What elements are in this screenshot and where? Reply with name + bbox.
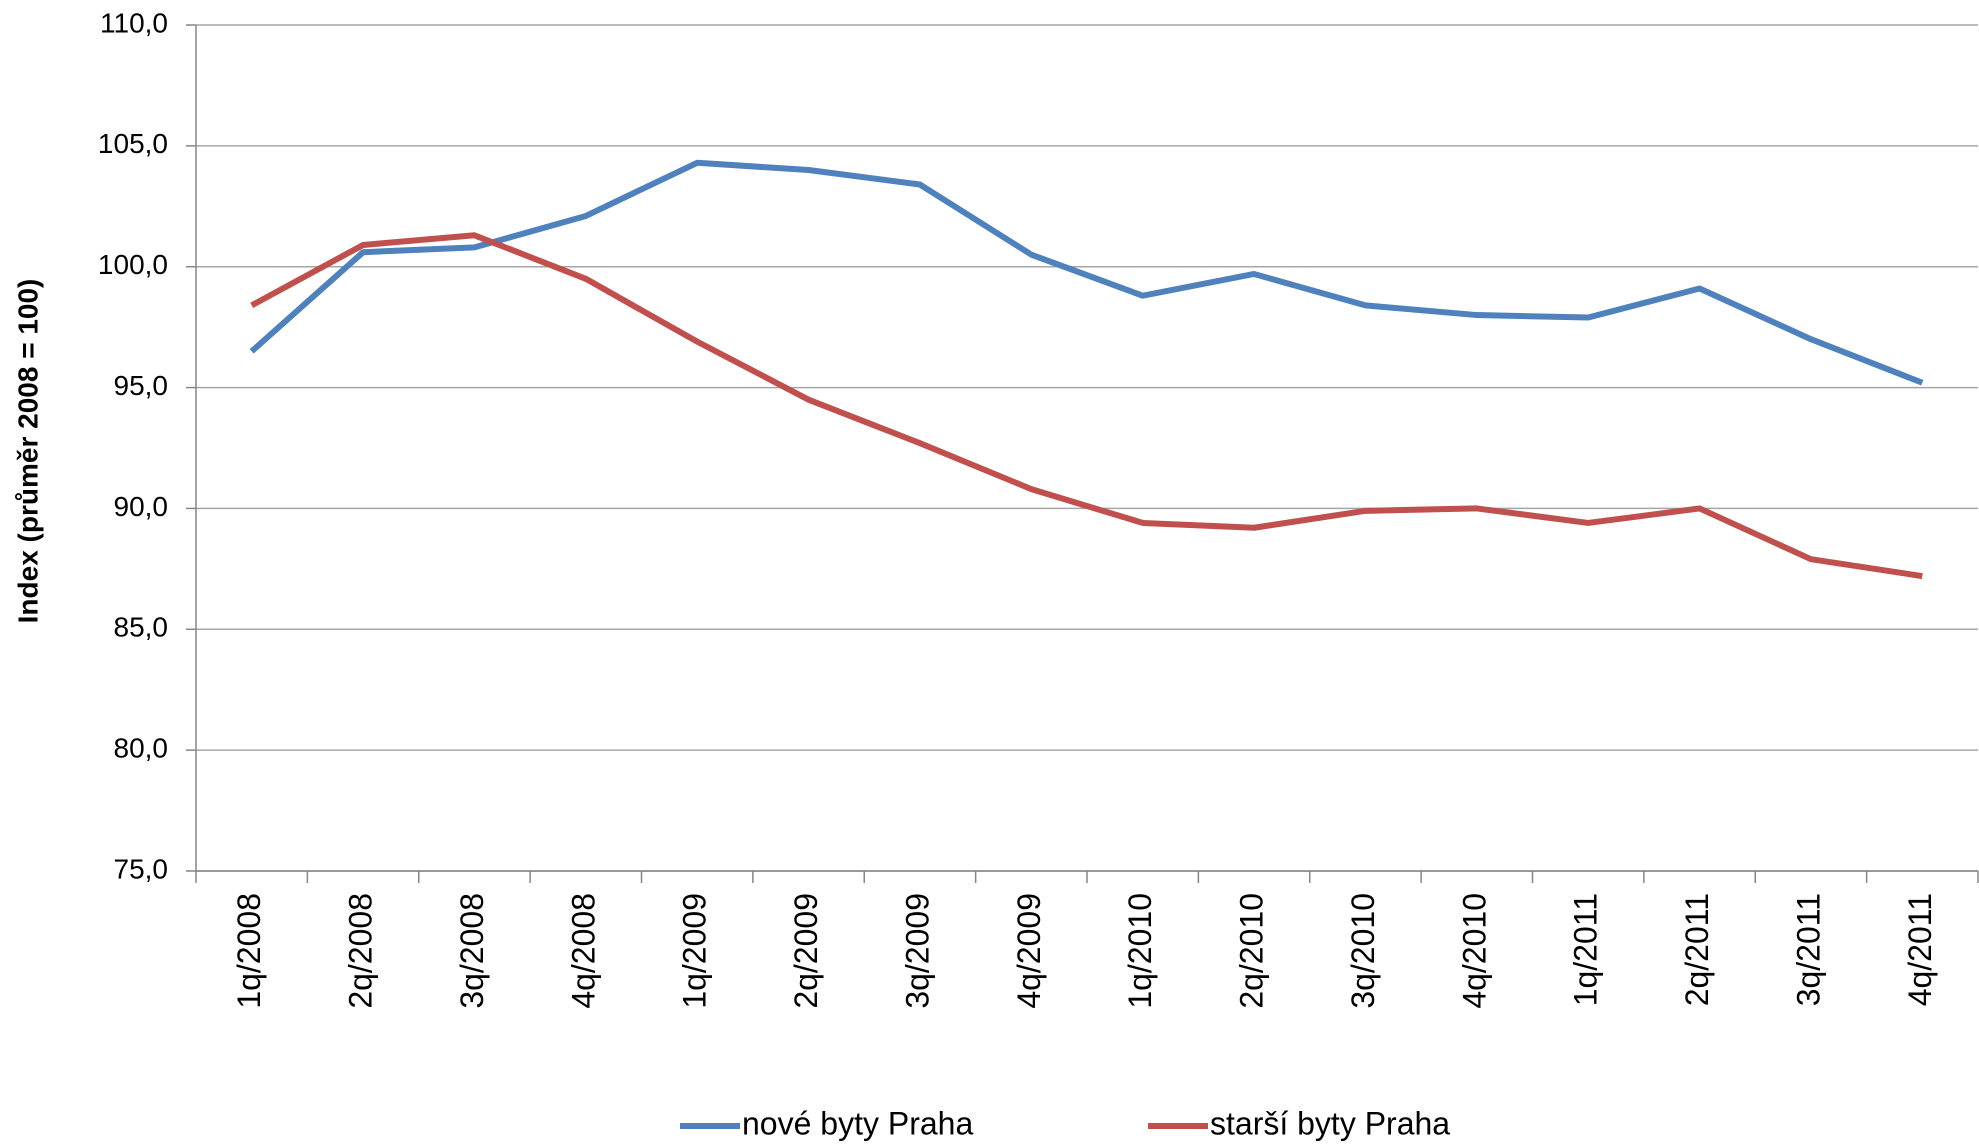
x-tick-label: 2q/2011 [1679, 893, 1715, 1006]
y-tick-label: 90,0 [114, 491, 169, 522]
x-tick-label: 1q/2008 [231, 893, 267, 1009]
x-tick-label: 3q/2009 [899, 893, 935, 1009]
y-tick-label: 80,0 [114, 733, 169, 764]
legend-label: starší byty Praha [1210, 1105, 1450, 1141]
x-tick-label: 1q/2009 [677, 893, 713, 1009]
y-tick-label: 100,0 [98, 249, 168, 280]
y-tick-label: 75,0 [114, 853, 169, 884]
x-tick-label: 4q/2010 [1456, 893, 1492, 1009]
x-tick-label: 3q/2011 [1790, 893, 1826, 1006]
x-tick-label: 4q/2008 [565, 893, 601, 1009]
x-tick-label: 1q/2011 [1568, 893, 1604, 1006]
x-tick-label: 2q/2009 [788, 893, 824, 1009]
y-tick-label: 110,0 [100, 7, 168, 38]
x-tick-label: 2q/2008 [343, 893, 379, 1009]
y-tick-label: 105,0 [98, 128, 168, 159]
x-tick-label: 2q/2010 [1234, 893, 1270, 1009]
x-tick-label: 3q/2010 [1345, 893, 1381, 1009]
legend-label: nové byty Praha [742, 1105, 973, 1141]
x-tick-label: 1q/2010 [1122, 893, 1158, 1009]
x-tick-label: 4q/2011 [1902, 893, 1938, 1006]
y-axis-label: Index (průměr 2008 = 100) [12, 279, 43, 624]
series-line [249, 159, 1924, 386]
x-tick-label: 4q/2009 [1011, 893, 1047, 1009]
y-tick-label: 85,0 [114, 612, 169, 643]
series-line [250, 232, 1923, 580]
y-tick-label: 95,0 [114, 370, 169, 401]
x-tick-label: 3q/2008 [454, 893, 490, 1009]
